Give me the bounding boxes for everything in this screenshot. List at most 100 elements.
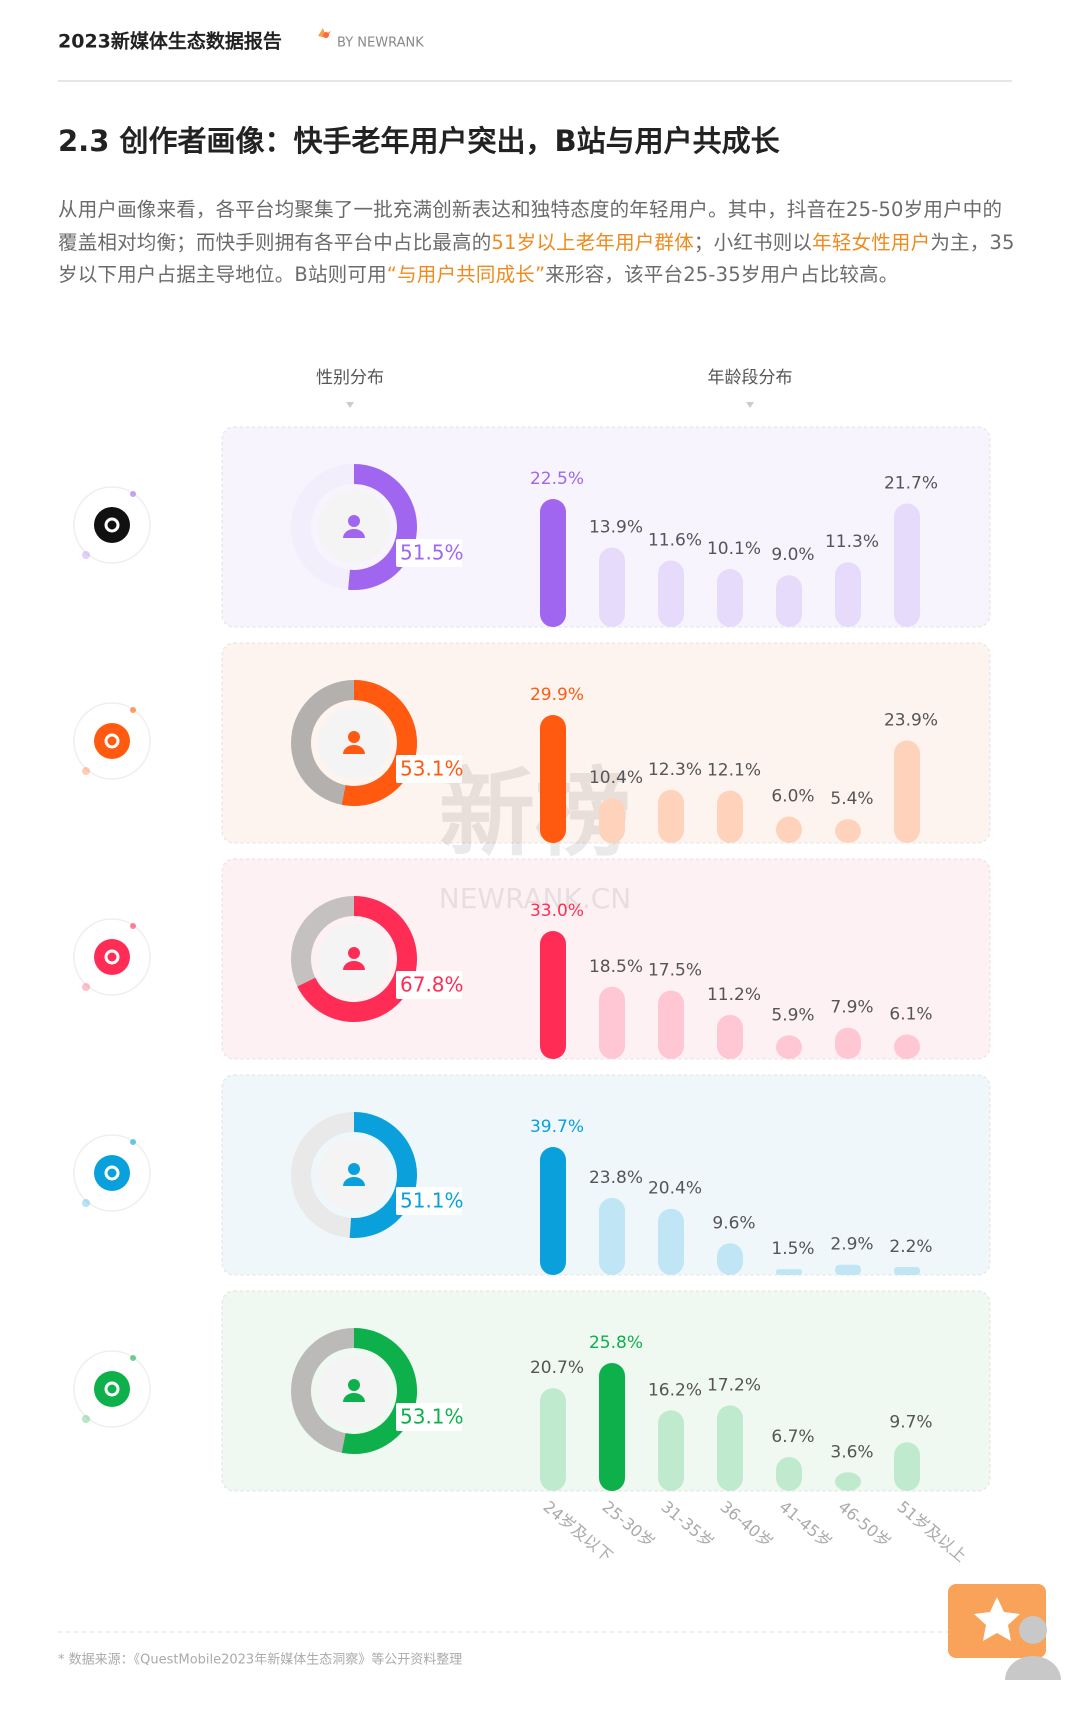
bar-value-label: 3.6% bbox=[830, 1442, 873, 1462]
donut-arc bbox=[341, 680, 417, 806]
bar-value-label: 11.6% bbox=[648, 531, 702, 551]
header-title: 2023新媒体生态数据报告 bbox=[58, 30, 282, 53]
bar-value-label: 20.4% bbox=[648, 1179, 702, 1199]
bar bbox=[599, 1197, 625, 1275]
column-label: 年龄段分布 bbox=[708, 368, 793, 388]
bar-value-label: 21.7% bbox=[884, 474, 938, 494]
paragraph-segment: 来形容，该平台25-35岁用户占比较高。 bbox=[545, 263, 899, 286]
bar-value-label: 2.2% bbox=[889, 1237, 932, 1257]
person-body bbox=[343, 745, 365, 754]
donut-label-bg bbox=[396, 539, 462, 567]
x-tick-label: 31-35岁 bbox=[658, 1497, 718, 1552]
bar-value-label: 12.3% bbox=[648, 760, 702, 780]
panel bbox=[221, 858, 991, 1060]
panel bbox=[221, 426, 991, 628]
bar-value-label: 11.3% bbox=[825, 532, 879, 552]
bar bbox=[540, 1147, 566, 1275]
bar-value-label: 23.9% bbox=[884, 710, 938, 730]
x-tick-label: 51岁及以上 bbox=[894, 1497, 971, 1566]
donut-arc bbox=[341, 1328, 417, 1454]
donut-label-bg bbox=[396, 1403, 462, 1431]
bar-value-label: 9.6% bbox=[712, 1213, 755, 1233]
platform-icon bbox=[94, 939, 130, 975]
donut-label: 51.5% bbox=[400, 541, 464, 565]
bar-value-label: 1.5% bbox=[771, 1239, 814, 1259]
bar bbox=[894, 1034, 920, 1059]
panel bbox=[221, 1074, 991, 1276]
bar-value-label: 10.4% bbox=[589, 768, 643, 788]
bar bbox=[717, 790, 743, 843]
donut-label-bg bbox=[396, 755, 462, 783]
bar-value-label: 6.7% bbox=[771, 1427, 814, 1447]
icon-dot bbox=[82, 551, 90, 559]
bar bbox=[776, 1269, 802, 1275]
bar bbox=[658, 1208, 684, 1275]
bar bbox=[894, 503, 920, 627]
icon-dot bbox=[82, 767, 90, 775]
bar bbox=[776, 1035, 802, 1059]
bar-value-label: 29.9% bbox=[530, 685, 584, 705]
bar bbox=[717, 1243, 743, 1275]
donut-label: 53.1% bbox=[400, 757, 464, 781]
bar-value-label: 9.7% bbox=[889, 1412, 932, 1432]
bar bbox=[776, 816, 802, 843]
bar-value-label: 5.4% bbox=[830, 789, 873, 809]
bar-value-label: 16.2% bbox=[648, 1380, 702, 1400]
bar-value-label: 5.9% bbox=[771, 1005, 814, 1025]
bar bbox=[599, 1363, 625, 1491]
bar bbox=[894, 740, 920, 843]
platform-icon-glyph bbox=[104, 1381, 120, 1397]
footnote: * 数据来源：《QuestMobile2023年新媒体生态洞察》等公开资料整理 bbox=[58, 1652, 462, 1668]
paragraph-segment: 为主，35岁以下用户占据主导地位。B站则可用 bbox=[58, 230, 1015, 287]
bar bbox=[658, 1410, 684, 1491]
bar bbox=[835, 1472, 861, 1491]
bar bbox=[540, 499, 566, 627]
bar bbox=[658, 990, 684, 1059]
bar-value-label: 9.0% bbox=[771, 545, 814, 565]
bar-value-label: 10.1% bbox=[707, 539, 761, 559]
platform-icon-glyph bbox=[104, 733, 120, 749]
donut-arc bbox=[348, 464, 417, 590]
paragraph-segment: 从用户画像来看，各平台均聚集了一批充满创新表达和独特态度的年轻用户。其中，抖音在… bbox=[58, 198, 1003, 254]
bar-value-label: 25.8% bbox=[589, 1333, 643, 1353]
bar bbox=[717, 1014, 743, 1059]
person-head bbox=[348, 515, 360, 527]
icon-dot bbox=[82, 1199, 90, 1207]
person-head bbox=[348, 731, 360, 743]
icon-dot bbox=[82, 1415, 90, 1423]
paragraph: 从用户画像来看，各平台均聚集了一批充满创新表达和独特态度的年轻用户。其中，抖音在… bbox=[58, 194, 1016, 292]
icon-dot bbox=[130, 707, 136, 713]
bar bbox=[717, 1405, 743, 1491]
favorite-badge[interactable] bbox=[948, 1584, 1061, 1680]
donut-arc bbox=[349, 1112, 418, 1238]
bar-value-label: 2.9% bbox=[830, 1235, 873, 1255]
bar-value-label: 13.9% bbox=[589, 518, 643, 538]
platform-icon bbox=[94, 1371, 130, 1407]
column-label: 性别分布 bbox=[316, 368, 384, 388]
donut-label-bg bbox=[396, 1187, 462, 1215]
bar-value-label: 18.5% bbox=[589, 957, 643, 977]
paragraph-segment: ；小红书则以 bbox=[693, 230, 813, 254]
column-arrow bbox=[346, 402, 354, 408]
bar-value-label: 33.0% bbox=[530, 901, 584, 921]
bar-value-label: 7.9% bbox=[830, 998, 873, 1018]
platform-icon-glyph bbox=[104, 517, 120, 533]
bar bbox=[658, 789, 684, 843]
bar bbox=[835, 562, 861, 627]
watermark-sub: NEWRANK.CN bbox=[439, 882, 632, 915]
donut-label-bg bbox=[396, 971, 462, 999]
bar bbox=[599, 986, 625, 1059]
platform-icon-glyph bbox=[104, 1165, 120, 1181]
person-head bbox=[348, 1379, 360, 1391]
bar-value-label: 12.1% bbox=[707, 761, 761, 781]
platform-icon bbox=[94, 507, 130, 543]
bar bbox=[835, 1027, 861, 1059]
icon-dot bbox=[130, 923, 136, 929]
bar-value-label: 39.7% bbox=[530, 1117, 584, 1137]
paragraph-segment: 51岁以上老年用户群体 bbox=[491, 230, 694, 254]
bar-value-label: 6.1% bbox=[889, 1005, 932, 1025]
bar-value-label: 11.2% bbox=[707, 985, 761, 1005]
person-head bbox=[348, 1163, 360, 1175]
bar bbox=[540, 1388, 566, 1491]
